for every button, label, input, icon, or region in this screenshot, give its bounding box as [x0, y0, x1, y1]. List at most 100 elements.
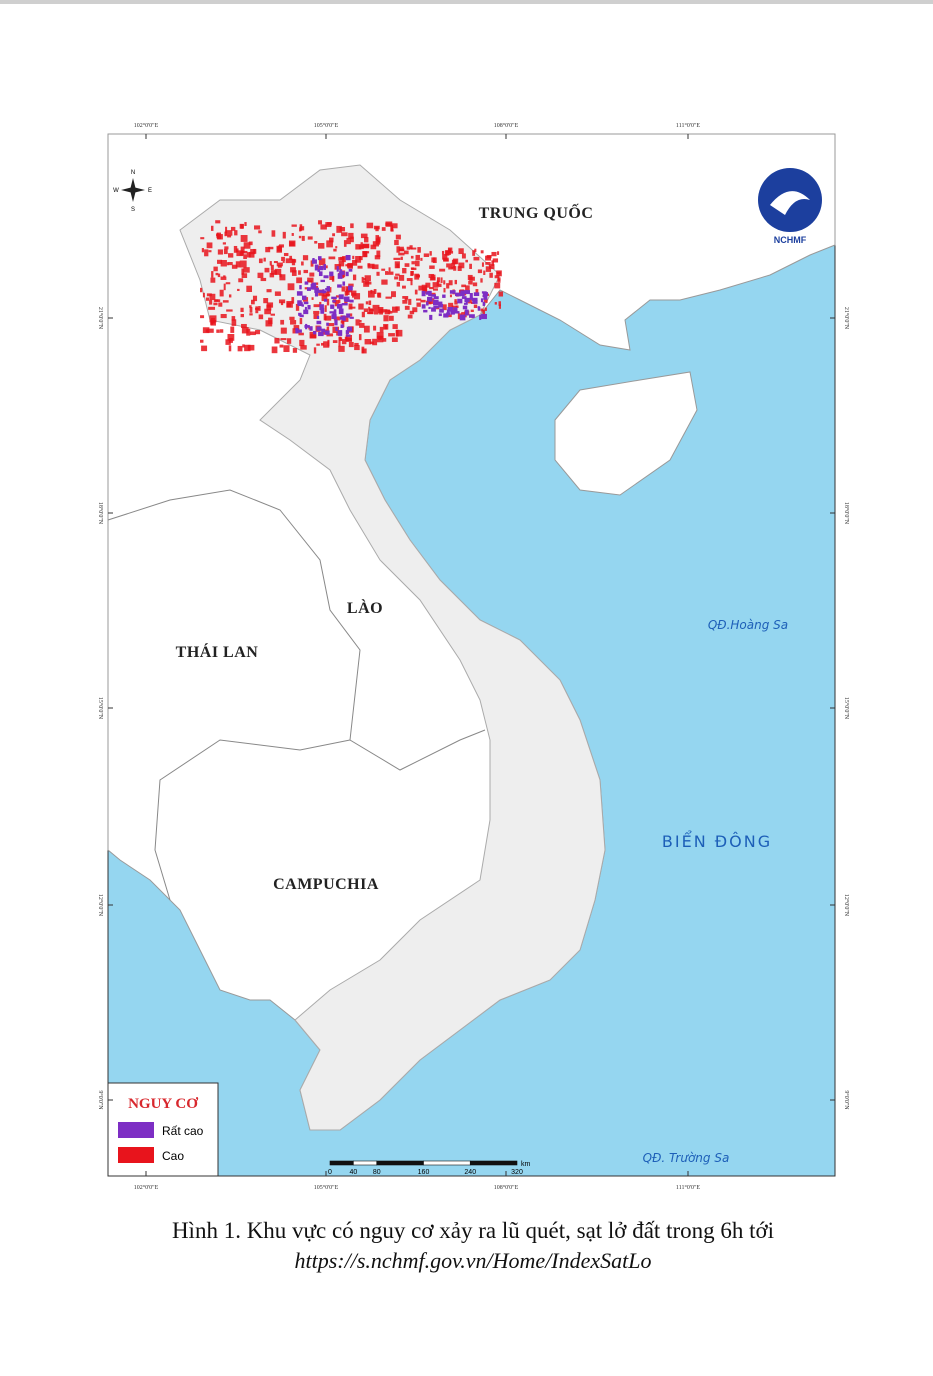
risk-patch: [472, 250, 476, 256]
hainan: [554, 371, 698, 496]
risk-patch: [415, 254, 420, 261]
risk-patch: [278, 299, 286, 304]
risk-patch: [213, 266, 218, 272]
risk-patch: [485, 261, 491, 265]
risk-patch: [213, 302, 218, 306]
risk-patch: [354, 293, 361, 300]
risk-patch: [336, 266, 339, 272]
risk-patch: [319, 304, 324, 311]
risk-patch: [303, 269, 309, 274]
risk-patch: [241, 273, 248, 278]
risk-patch: [295, 329, 302, 333]
risk-patch: [258, 230, 262, 234]
risk-patch: [352, 255, 355, 260]
risk-patch: [236, 250, 243, 257]
risk-patch: [298, 332, 304, 336]
risk-patch: [362, 244, 369, 249]
risk-patch: [290, 320, 297, 325]
risk-patch: [219, 329, 224, 333]
risk-patch: [257, 272, 264, 279]
risk-patch: [283, 345, 290, 353]
risk-patch: [230, 326, 235, 333]
risk-patch: [287, 283, 295, 291]
risk-patch: [451, 262, 456, 269]
risk-patch: [406, 278, 413, 282]
risk-patch: [494, 302, 497, 305]
risk-patch: [429, 265, 435, 269]
risk-patch: [343, 296, 348, 301]
risk-patch: [410, 270, 414, 276]
risk-patch: [385, 222, 392, 226]
risk-patch: [209, 315, 217, 323]
risk-patch: [243, 267, 250, 273]
risk-patch: [457, 298, 463, 304]
risk-patch: [301, 304, 304, 307]
graticule-label: 108°0'0"E: [494, 122, 519, 129]
risk-patch: [303, 309, 309, 315]
scale-label: 0: [328, 1169, 332, 1176]
risk-patch: [207, 328, 214, 333]
risk-patch: [217, 259, 223, 264]
risk-patch: [316, 320, 322, 325]
risk-patch: [430, 294, 436, 297]
risk-patch: [318, 290, 323, 293]
risk-patch: [220, 313, 227, 319]
risk-patch: [355, 244, 362, 250]
risk-patch: [231, 319, 237, 326]
risk-patch: [385, 271, 389, 275]
risk-patch: [381, 227, 386, 231]
risk-patch: [200, 339, 204, 343]
risk-patch: [332, 233, 336, 237]
risk-patch: [498, 304, 501, 309]
risk-patch: [237, 345, 243, 352]
risk-patch: [468, 280, 473, 285]
risk-patch: [469, 297, 474, 300]
risk-patch: [468, 298, 472, 304]
risk-patch: [467, 274, 473, 280]
risk-patch: [362, 251, 368, 258]
risk-patch: [316, 315, 320, 320]
risk-patch: [324, 315, 332, 321]
compass-s: S: [131, 207, 135, 213]
risk-patch: [383, 315, 389, 322]
risk-patch: [420, 257, 423, 261]
risk-patch: [266, 304, 272, 311]
risk-patch: [378, 335, 382, 340]
risk-patch: [243, 254, 247, 260]
risk-patch: [480, 308, 484, 312]
risk-patch: [482, 292, 488, 297]
risk-patch: [409, 310, 415, 315]
risk-patch: [395, 329, 399, 337]
risk-patch: [394, 239, 399, 246]
risk-patch: [270, 264, 274, 271]
risk-patch: [446, 312, 451, 316]
risk-patch: [443, 259, 449, 262]
risk-patch: [486, 255, 492, 259]
graticule-label: 15°0'0"N: [843, 697, 850, 720]
graticule-label: 18°0'0"N: [843, 502, 850, 525]
risk-patch: [224, 246, 229, 250]
risk-patch: [372, 304, 380, 309]
scale-segment: [423, 1160, 471, 1166]
risk-patch: [477, 306, 481, 311]
risk-patch: [432, 282, 439, 288]
risk-patch: [277, 265, 282, 268]
risk-patch: [422, 286, 427, 292]
risk-patch: [339, 227, 346, 232]
risk-patch: [351, 326, 354, 333]
risk-patch: [307, 305, 311, 310]
risk-patch: [382, 338, 387, 342]
border: [107, 489, 486, 771]
risk-patch: [497, 277, 501, 283]
risk-patch: [350, 223, 354, 229]
risk-patch: [420, 299, 426, 303]
risk-patch: [313, 347, 317, 354]
risk-patch: [454, 299, 457, 302]
risk-patch: [240, 224, 244, 229]
risk-patch: [258, 314, 264, 320]
risk-patch: [481, 313, 487, 320]
risk-patch: [477, 269, 483, 274]
risk-patch: [473, 304, 478, 309]
country-label: LÀO: [347, 598, 383, 617]
risk-patch: [289, 255, 293, 260]
